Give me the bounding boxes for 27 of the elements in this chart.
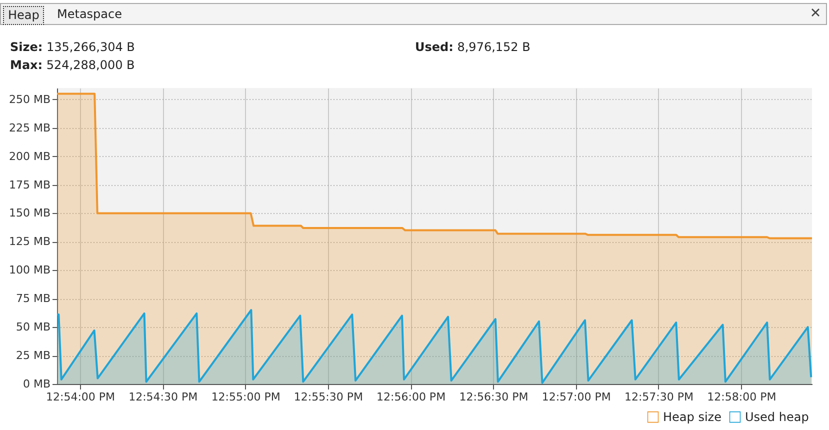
- y-tick-label: 50 MB: [16, 320, 50, 334]
- y-tick-label: 175 MB: [8, 178, 50, 192]
- text: Size: 135,266,304 B: [10, 40, 135, 54]
- text: Used: 8,976,152 B: [415, 40, 530, 54]
- text: Max: 524,288,000 B: [10, 58, 135, 72]
- y-tick-label: 125 MB: [8, 235, 50, 248]
- y-tick-label: 100 MB: [8, 264, 50, 277]
- y-tick-label: 250 MB: [8, 92, 50, 106]
- x-tick-label: 12:56:30 PM: [459, 390, 528, 404]
- y-tick-label: 225 MB: [8, 121, 50, 134]
- x-tick-label: 12:56:00 PM: [376, 390, 446, 404]
- x-tick-label: 12:54:30 PM: [128, 390, 198, 404]
- y-tick-label: 200 MB: [8, 150, 50, 163]
- y-tick-label: 25 MB: [16, 349, 50, 362]
- x-tick-label: 12:55:00 PM: [211, 390, 280, 404]
- legend-label: Used heap: [745, 410, 809, 424]
- legend-label: Heap size: [663, 410, 722, 424]
- chart-subtitle: Metaspace: [56, 6, 123, 23]
- x-tick-label: 12:57:00 PM: [542, 390, 611, 404]
- x-tick-label: 12:57:30 PM: [624, 390, 694, 404]
- y-tick-label: 75 MB: [16, 292, 50, 306]
- x-tick-label: 12:54:00 PM: [46, 390, 116, 404]
- chart-title: Heap: [3, 6, 44, 25]
- y-tick-label: 0 MB: [22, 378, 50, 390]
- y-tick-label: 150 MB: [8, 206, 50, 220]
- x-tick-label: 12:55:30 PM: [294, 390, 363, 404]
- x-tick-label: 12:58:00 PM: [707, 390, 776, 404]
